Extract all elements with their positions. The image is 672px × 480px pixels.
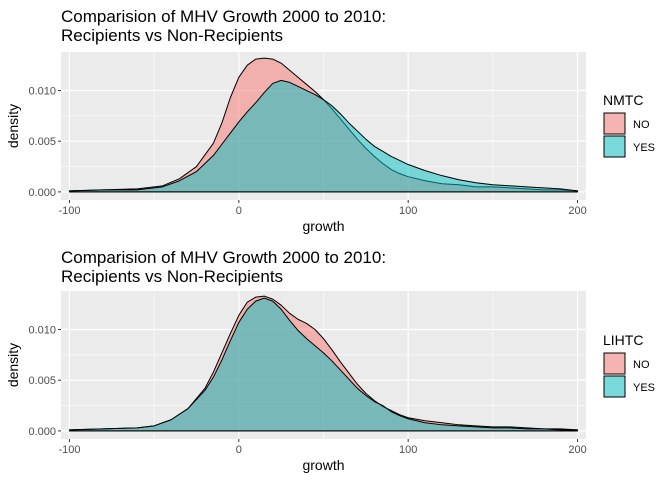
legend-swatch-yes <box>603 135 626 158</box>
x-axis-title: growth <box>302 218 344 234</box>
y-axis-title: density <box>5 104 21 148</box>
chart-title-line: Recipients vs Non-Recipients <box>61 26 283 45</box>
y-tick-label: 0.010 <box>28 86 56 98</box>
legend-label-yes: YES <box>633 382 655 394</box>
x-tick-label: 0 <box>236 205 242 217</box>
x-tick-label: 200 <box>568 444 586 456</box>
lihtc-density-chart: Comparision of MHV Growth 2000 to 2010:R… <box>5 248 655 473</box>
y-tick-label: 0.005 <box>28 375 56 387</box>
x-tick-label: -100 <box>58 205 80 217</box>
x-tick-label: 100 <box>399 205 417 217</box>
chart-title-line: Comparision of MHV Growth 2000 to 2010: <box>61 248 386 267</box>
y-axis-title: density <box>5 343 21 387</box>
x-tick-label: -100 <box>58 444 80 456</box>
chart-title-line: Recipients vs Non-Recipients <box>61 267 283 286</box>
x-tick-label: 200 <box>568 205 586 217</box>
y-tick-label: 0.000 <box>28 426 56 438</box>
density-area-yes <box>68 297 579 432</box>
nmtc-density-chart: Comparision of MHV Growth 2000 to 2010:R… <box>5 7 655 234</box>
legend: NMTC NO YES <box>603 92 655 158</box>
legend-label-yes: YES <box>633 142 655 154</box>
legend-swatch-no <box>603 112 626 135</box>
legend-swatch-yes <box>603 375 626 398</box>
x-tick-label: 100 <box>399 444 417 456</box>
y-tick-label: 0.005 <box>28 136 56 148</box>
density-area-yes <box>68 79 579 193</box>
legend-title: NMTC <box>603 92 643 108</box>
chart-title-line: Comparision of MHV Growth 2000 to 2010: <box>61 7 386 26</box>
y-tick-label: 0.010 <box>28 325 56 337</box>
x-axis-title: growth <box>302 457 344 473</box>
legend-label-no: NO <box>633 359 650 371</box>
legend-title: LIHTC <box>603 332 643 348</box>
x-tick-label: 0 <box>236 444 242 456</box>
legend-swatch-no <box>603 352 626 375</box>
legend: LIHTC NO YES <box>603 332 655 398</box>
legend-label-no: NO <box>633 119 650 131</box>
y-tick-label: 0.000 <box>28 187 56 199</box>
